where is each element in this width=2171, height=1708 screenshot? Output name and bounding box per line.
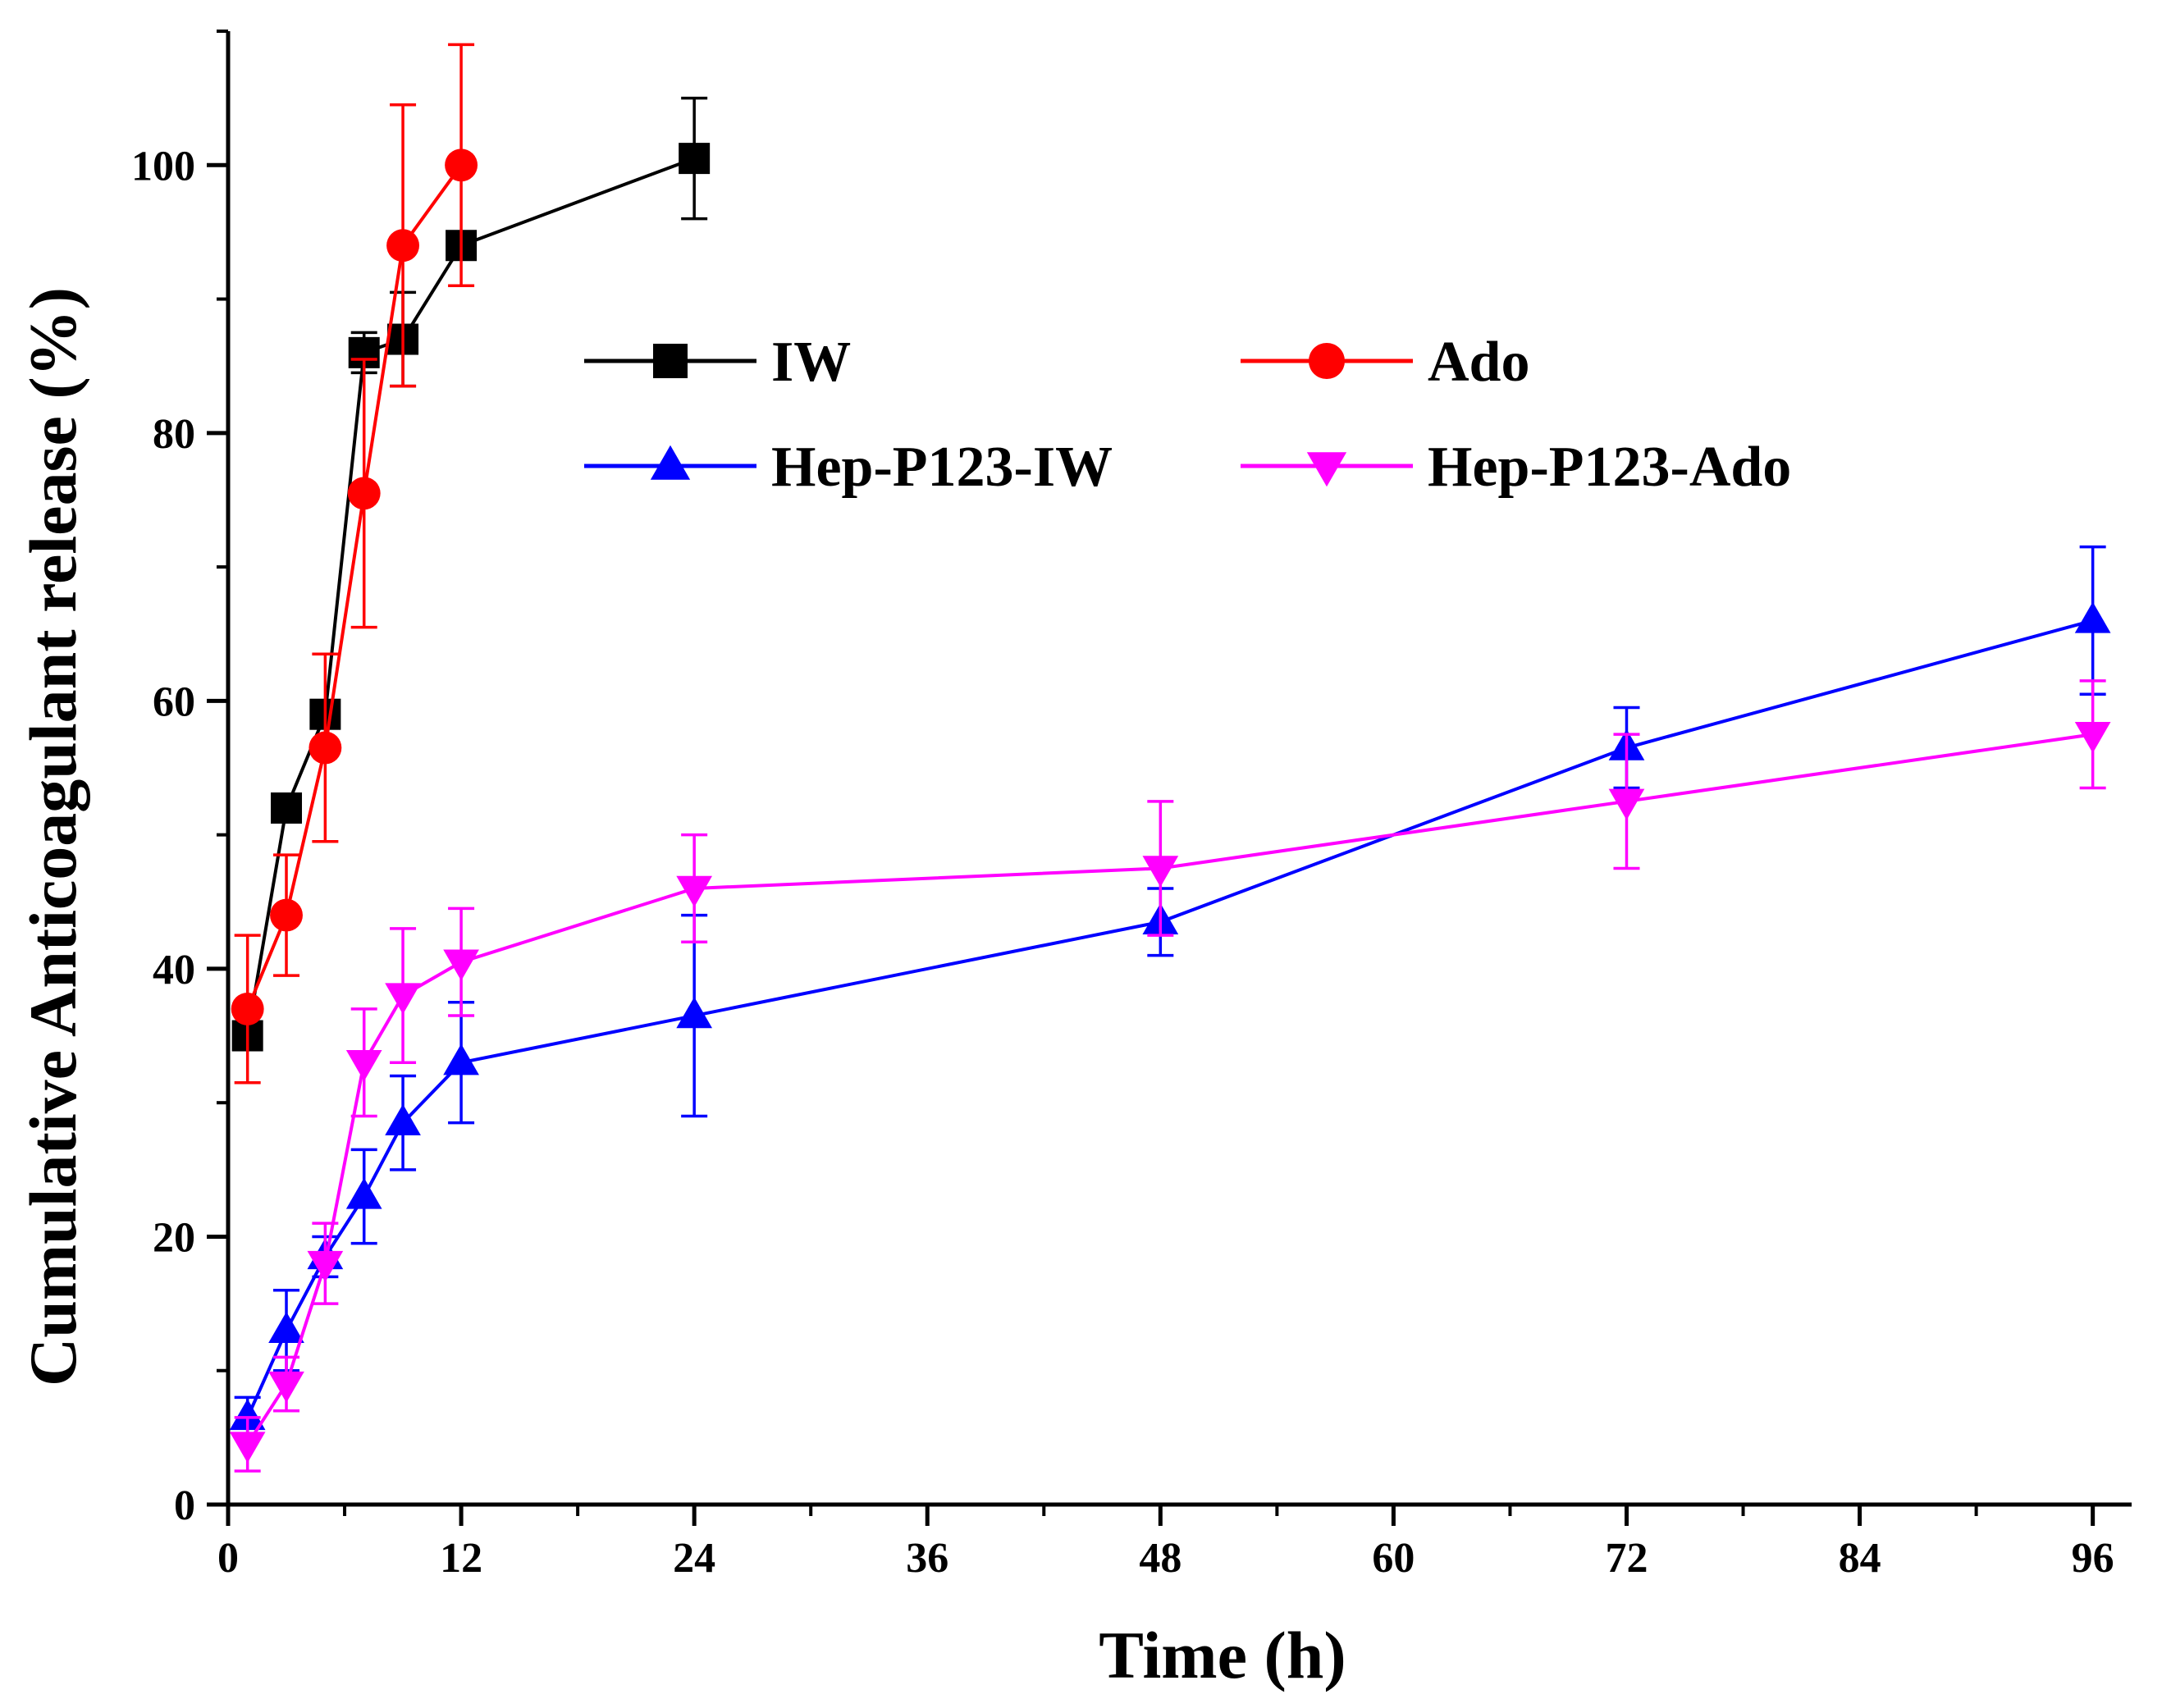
data-point bbox=[345, 1177, 382, 1209]
data-point bbox=[347, 477, 381, 510]
data-point bbox=[309, 731, 342, 765]
data-point bbox=[231, 992, 264, 1025]
y-tick-label: 20 bbox=[153, 1214, 195, 1261]
legend-entry: Ado bbox=[1241, 331, 1529, 394]
legend-entry: IW bbox=[584, 331, 851, 394]
data-point bbox=[676, 997, 713, 1029]
legend-marker bbox=[650, 445, 691, 480]
legend-entry: Hep-P123-IW bbox=[584, 436, 1113, 499]
x-tick-label: 0 bbox=[217, 1535, 239, 1582]
series-line bbox=[245, 733, 2093, 1445]
y-tick-label: 60 bbox=[153, 678, 195, 725]
y-axis-title: Cumulative Anticoagulant release (%) bbox=[16, 287, 90, 1386]
legend-label: Hep-P123-IW bbox=[771, 436, 1113, 499]
series-line bbox=[245, 619, 2094, 1418]
x-tick-label: 48 bbox=[1139, 1535, 1181, 1582]
y-tick-label: 0 bbox=[174, 1482, 195, 1529]
data-point bbox=[268, 1371, 304, 1403]
series-ado bbox=[231, 43, 478, 1085]
legend-marker bbox=[1306, 452, 1347, 487]
legend-marker bbox=[1308, 342, 1346, 380]
series-hep-p123-iw bbox=[229, 545, 2111, 1440]
x-tick-label: 24 bbox=[673, 1535, 715, 1582]
data-point bbox=[679, 143, 711, 175]
y-axis-ticks: 0 20 40 60 80 100 bbox=[131, 30, 228, 1529]
x-tick-label: 84 bbox=[1839, 1535, 1881, 1582]
x-axis-title: Time (h) bbox=[1099, 1618, 1346, 1692]
data-point bbox=[271, 792, 303, 824]
y-tick-label: 80 bbox=[153, 411, 195, 458]
x-tick-label: 12 bbox=[440, 1535, 482, 1582]
series-layer bbox=[229, 43, 2111, 1473]
legend: IW Ado Hep-P123-IW Hep-P123-Ado bbox=[584, 331, 1791, 499]
x-tick-label: 72 bbox=[1605, 1535, 1648, 1582]
data-point bbox=[676, 875, 713, 907]
data-point bbox=[385, 1103, 421, 1135]
data-point bbox=[385, 983, 421, 1015]
data-point bbox=[1608, 788, 1645, 820]
legend-marker bbox=[653, 344, 688, 378]
legend-entry: Hep-P123-Ado bbox=[1241, 436, 1791, 499]
data-point bbox=[443, 1044, 479, 1075]
data-point bbox=[445, 148, 478, 182]
x-axis-ticks: 0 12 24 36 48 60 72 84 96 bbox=[217, 1505, 2114, 1582]
x-tick-label: 60 bbox=[1372, 1535, 1415, 1582]
legend-label: Hep-P123-Ado bbox=[1428, 436, 1791, 499]
y-tick-label: 40 bbox=[153, 947, 195, 993]
data-point bbox=[1142, 856, 1179, 888]
data-point bbox=[270, 898, 303, 932]
data-point bbox=[229, 1432, 266, 1464]
data-point bbox=[2074, 721, 2111, 753]
legend-label: Ado bbox=[1428, 331, 1529, 394]
legend-label: IW bbox=[771, 331, 851, 394]
axes bbox=[226, 31, 2132, 1507]
series-hep-p123-ado bbox=[229, 679, 2111, 1473]
data-point bbox=[345, 1050, 382, 1081]
data-point bbox=[2074, 601, 2111, 633]
x-tick-label: 36 bbox=[906, 1535, 948, 1582]
data-point bbox=[307, 1250, 344, 1282]
data-point bbox=[386, 229, 420, 263]
y-tick-label: 100 bbox=[131, 143, 195, 190]
series-line bbox=[245, 164, 463, 1010]
data-point bbox=[229, 1399, 266, 1431]
data-point bbox=[268, 1311, 304, 1343]
x-tick-label: 96 bbox=[2072, 1535, 2114, 1582]
series-line bbox=[245, 157, 695, 1036]
data-point bbox=[443, 949, 479, 981]
